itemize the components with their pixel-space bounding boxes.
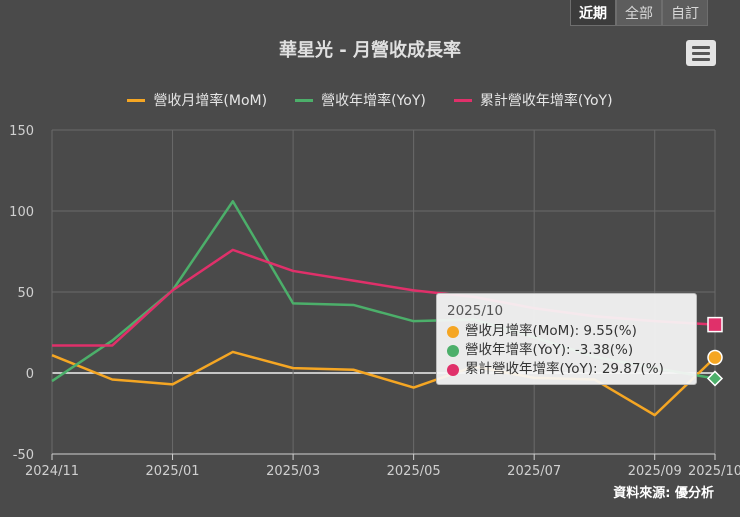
tooltip: 2025/10 營收月增率(MoM): 9.55(%) 營收年增率(YoY): … [436,293,697,385]
tab-all[interactable]: 全部 [616,0,662,26]
x-tick-label: 2025/07 [507,464,561,479]
legend-swatch [453,98,472,102]
point-marker [706,370,724,387]
tab-recent[interactable]: 近期 [570,0,616,26]
source-credit: 資料來源: 優分析 [613,486,714,501]
tooltip-row: 營收月增率(MoM): 9.55(%) [447,322,686,341]
chart-title: 華星光 - 月營收成長率 [278,40,461,61]
x-tick-label: 2024/11 [25,464,79,479]
x-tick-label: 2025/09 [628,464,682,479]
tooltip-row: 營收年增率(YoY): -3.38(%) [447,341,686,360]
menu-line [692,57,710,61]
legend: 營收月增率(MoM) 營收年增率(YoY) 累計營收年增率(YoY) [0,90,740,110]
legend-label: 累計營收年增率(YoY) [479,93,613,109]
x-tick-label: 2025/10 [688,464,740,479]
legend-item-yoy[interactable]: 營收年增率(YoY) [295,90,426,110]
menu-line [692,45,710,49]
series-line-0 [51,350,716,417]
x-tick-label: 2025/05 [387,464,441,479]
y-tick-label: 50 [17,286,34,301]
legend-swatch [295,98,314,102]
legend-swatch [127,98,146,102]
tooltip-dot [447,363,459,376]
tooltip-dot [447,325,459,338]
legend-item-mom[interactable]: 營收月增率(MoM) [127,90,267,110]
tooltip-dot [447,344,459,357]
legend-item-cumulative-yoy[interactable]: 累計營收年增率(YoY) [453,90,613,110]
range-tabs: 近期 全部 自訂 [570,0,708,26]
y-tick-label: 100 [9,205,34,220]
tooltip-text: 營收年增率(YoY): -3.38(%) [465,342,634,358]
legend-label: 營收月增率(MoM) [153,93,268,109]
x-tick-label: 2025/03 [266,464,320,479]
tooltip-row: 累計營收年增率(YoY): 29.87(%) [447,360,686,379]
tooltip-header: 2025/10 [447,303,504,319]
y-tick-label: 150 [9,124,34,139]
tooltip-text: 營收月增率(MoM): 9.55(%) [465,323,637,339]
y-tick-label: 0 [26,367,34,382]
y-tick-label: -50 [13,448,34,463]
chart-menu-button[interactable] [686,40,716,66]
tab-custom[interactable]: 自訂 [662,0,708,26]
tooltip-text: 累計營收年增率(YoY): 29.87(%) [465,361,664,377]
point-marker [707,349,723,366]
legend-label: 營收年增率(YoY) [321,93,426,109]
menu-line [692,51,710,55]
point-marker [707,316,723,333]
x-tick-label: 2025/01 [146,464,200,479]
